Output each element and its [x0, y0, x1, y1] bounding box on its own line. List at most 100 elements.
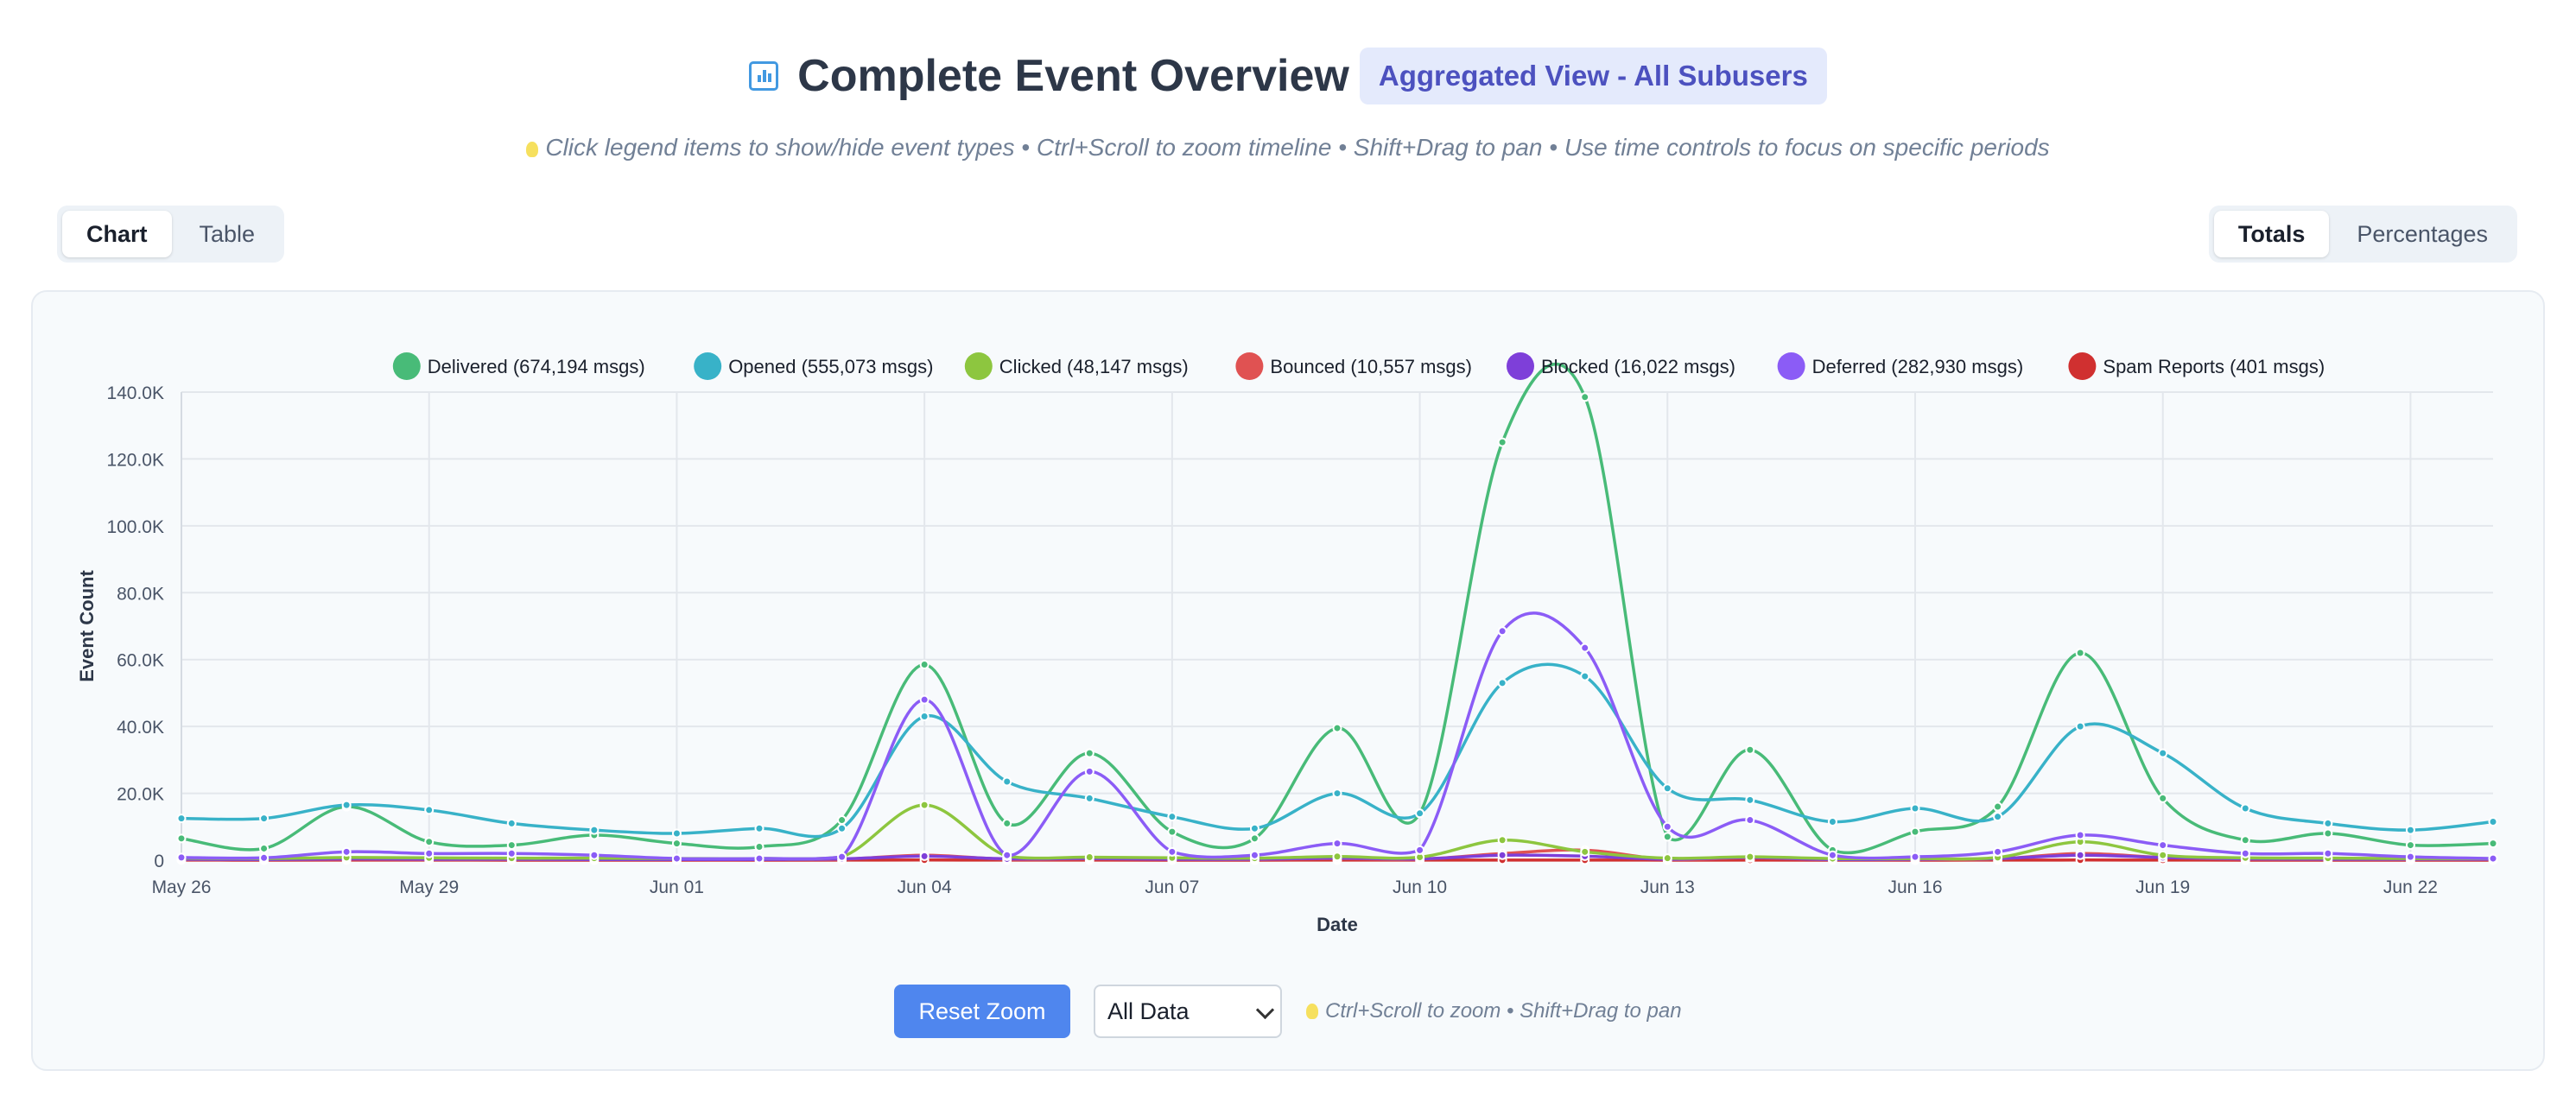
data-point-opened — [506, 818, 517, 828]
data-point-deferred — [2158, 840, 2168, 851]
totals-tab[interactable]: Totals — [2213, 211, 2330, 257]
subtitle: Click legend items to show/hide event ty… — [0, 134, 2576, 162]
data-point-deferred — [341, 846, 352, 857]
x-tick-label: Jun 01 — [650, 877, 704, 897]
data-point-opened — [919, 712, 930, 722]
data-point-deferred — [1827, 850, 1837, 860]
data-point-delivered — [2488, 839, 2498, 849]
y-tick-label: 20.0K — [117, 785, 164, 805]
legend-item-delivered[interactable]: Delivered (674,194 msgs) — [392, 352, 645, 380]
time-range-select[interactable]: All Data — [1094, 985, 1282, 1038]
data-point-delivered — [1993, 801, 2003, 812]
legend-swatch-opened — [694, 352, 722, 380]
chart-panel — [31, 290, 2545, 1071]
data-point-clicked — [1332, 852, 1342, 862]
y-tick-label: 80.0K — [117, 584, 164, 604]
data-point-delivered — [1745, 744, 1755, 755]
data-point-deferred — [1332, 839, 1342, 849]
data-point-delivered — [424, 837, 435, 847]
data-point-deferred — [424, 848, 435, 858]
data-point-opened — [341, 800, 352, 810]
legend-item-spam-reports[interactable]: Spam Reports (401 msgs) — [2068, 352, 2325, 380]
data-point-deferred — [1002, 850, 1012, 860]
data-point-opened — [589, 825, 600, 835]
data-point-opened — [1662, 783, 1672, 794]
y-tick-label: 0 — [154, 852, 164, 871]
legend-label-deferred: Deferred (282,930 msgs) — [1812, 356, 2024, 377]
mode-toggle: Totals Percentages — [2208, 206, 2517, 263]
data-point-opened — [1084, 793, 1094, 803]
data-point-clicked — [1084, 852, 1094, 863]
data-point-opened — [1827, 816, 1837, 826]
y-tick-label: 120.0K — [106, 450, 164, 470]
data-point-delivered — [1497, 437, 1507, 447]
legend-item-blocked[interactable]: Blocked (16,022 msgs) — [1507, 352, 1735, 380]
legend-swatch-spam-reports — [2068, 352, 2097, 380]
data-point-delivered — [1167, 826, 1177, 837]
legend-item-bounced[interactable]: Bounced (10,557 msgs) — [1235, 352, 1472, 380]
chart-controls: Reset Zoom All Data Ctrl+Scroll to zoom … — [0, 985, 2576, 1038]
data-point-deferred — [1084, 766, 1094, 776]
legend-label-clicked: Clicked (48,147 msgs) — [999, 356, 1189, 377]
data-point-opened — [259, 814, 270, 824]
data-point-deferred — [2240, 848, 2250, 858]
chevron-down-icon — [1255, 1000, 1275, 1020]
series-opened — [176, 662, 2498, 839]
legend-item-opened[interactable]: Opened (555,073 msgs) — [694, 352, 933, 380]
data-point-deferred — [1415, 845, 1425, 855]
data-point-clicked — [919, 800, 930, 810]
chart-tab[interactable]: Chart — [62, 211, 172, 257]
reset-zoom-button[interactable]: Reset Zoom — [894, 985, 1070, 1038]
lightbulb-icon — [1306, 1004, 1318, 1019]
legend-swatch-delivered — [392, 352, 421, 380]
series-line-delivered — [181, 362, 2494, 855]
data-point-delivered — [506, 840, 517, 851]
data-point-opened — [1415, 808, 1425, 819]
x-tick-label: Jun 16 — [1888, 877, 1942, 897]
data-point-deferred — [1249, 850, 1259, 860]
data-point-deferred — [1497, 626, 1507, 636]
series-line-clicked — [181, 803, 2494, 861]
x-tick-label: Jun 07 — [1145, 877, 1199, 897]
data-point-delivered — [919, 660, 930, 670]
legend-swatch-bounced — [1235, 352, 1264, 380]
data-point-opened — [1332, 788, 1342, 799]
data-point-deferred — [2405, 852, 2415, 862]
data-point-clicked — [1497, 835, 1507, 846]
data-point-delivered — [671, 839, 682, 849]
series-delivered — [176, 362, 2498, 855]
data-point-clicked — [2158, 850, 2168, 860]
series-line-opened — [181, 662, 2494, 839]
data-point-deferred — [589, 850, 600, 860]
legend-label-blocked: Blocked (16,022 msgs) — [1541, 356, 1735, 377]
legend-item-clicked[interactable]: Clicked (48,147 msgs) — [964, 352, 1189, 380]
y-tick-label: 40.0K — [117, 718, 164, 738]
data-point-blocked — [1497, 850, 1507, 860]
data-point-clicked — [1745, 852, 1755, 862]
y-tick-label: 140.0K — [106, 383, 164, 403]
data-point-opened — [1910, 803, 1920, 814]
bar-chart-icon — [749, 61, 779, 91]
x-tick-label: Jun 13 — [1640, 877, 1695, 897]
data-point-deferred — [919, 694, 930, 705]
data-point-opened — [1745, 795, 1755, 805]
data-point-opened — [2240, 803, 2250, 814]
y-tick-label: 100.0K — [106, 517, 164, 537]
lightbulb-icon — [526, 142, 539, 157]
data-point-delivered — [1249, 833, 1259, 844]
percentages-tab[interactable]: Percentages — [2357, 221, 2488, 247]
legend-item-deferred[interactable]: Deferred (282,930 msgs) — [1777, 352, 2024, 380]
y-tick-label: 60.0K — [117, 651, 164, 671]
data-point-opened — [2488, 816, 2498, 826]
data-point-delivered — [2323, 828, 2333, 839]
data-point-opened — [1993, 812, 2003, 822]
legend-swatch-deferred — [1777, 352, 1805, 380]
data-point-opened — [1002, 776, 1012, 787]
data-point-delivered — [1084, 748, 1094, 758]
data-point-delivered — [2075, 648, 2085, 658]
x-tick-label: Jun 10 — [1393, 877, 1447, 897]
data-point-delivered — [2240, 835, 2250, 846]
table-tab[interactable]: Table — [199, 221, 256, 247]
data-point-clicked — [1580, 846, 1590, 857]
